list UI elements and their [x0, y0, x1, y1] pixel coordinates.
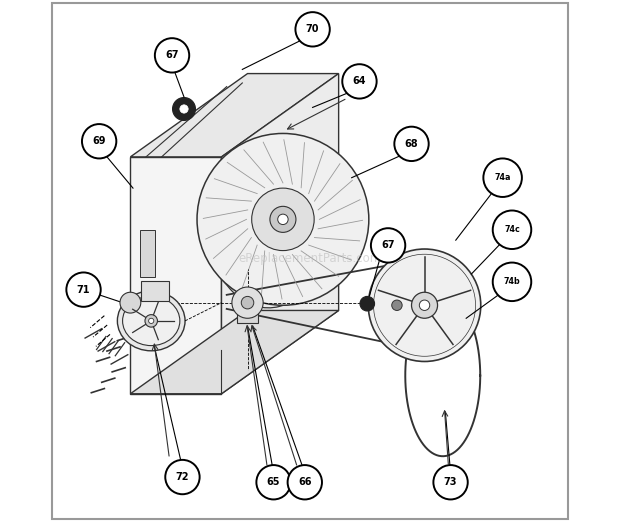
Circle shape — [241, 296, 254, 309]
Circle shape — [360, 296, 374, 311]
Circle shape — [368, 249, 480, 361]
Text: 71: 71 — [77, 284, 91, 294]
Text: 66: 66 — [298, 477, 311, 487]
FancyBboxPatch shape — [141, 281, 169, 301]
Text: 74a: 74a — [494, 173, 511, 182]
Text: 67: 67 — [166, 50, 179, 61]
Circle shape — [120, 292, 141, 313]
Circle shape — [197, 134, 369, 305]
Text: 69: 69 — [92, 136, 106, 146]
Ellipse shape — [117, 291, 185, 351]
Circle shape — [419, 300, 430, 311]
Circle shape — [166, 460, 200, 494]
Circle shape — [373, 254, 476, 357]
Text: 68: 68 — [405, 139, 418, 149]
Polygon shape — [130, 311, 339, 394]
Circle shape — [232, 287, 263, 318]
Circle shape — [412, 292, 438, 318]
Circle shape — [149, 318, 154, 324]
Circle shape — [493, 263, 531, 301]
Circle shape — [155, 38, 189, 73]
Circle shape — [270, 206, 296, 232]
Polygon shape — [221, 74, 339, 394]
Text: 74b: 74b — [503, 277, 520, 287]
Text: eReplacementParts.com: eReplacementParts.com — [238, 252, 382, 265]
Bar — [140, 230, 156, 277]
Circle shape — [66, 272, 100, 307]
Text: 74c: 74c — [504, 226, 520, 234]
Circle shape — [82, 124, 117, 159]
Circle shape — [433, 465, 467, 500]
Circle shape — [394, 127, 428, 161]
Circle shape — [342, 64, 376, 99]
Circle shape — [145, 315, 157, 327]
Circle shape — [252, 188, 314, 251]
Polygon shape — [130, 74, 339, 157]
Circle shape — [493, 210, 531, 249]
Text: 64: 64 — [353, 76, 366, 86]
Circle shape — [180, 105, 188, 113]
Text: 70: 70 — [306, 25, 319, 34]
Circle shape — [371, 228, 405, 263]
Text: 67: 67 — [381, 241, 395, 251]
Circle shape — [484, 159, 522, 197]
Circle shape — [392, 300, 402, 311]
Ellipse shape — [123, 296, 180, 346]
Text: 73: 73 — [444, 477, 458, 487]
Circle shape — [288, 465, 322, 500]
Circle shape — [278, 214, 288, 224]
Circle shape — [257, 465, 291, 500]
Circle shape — [295, 12, 330, 46]
Circle shape — [172, 98, 195, 121]
Text: 65: 65 — [267, 477, 280, 487]
Bar — [237, 295, 258, 324]
Polygon shape — [130, 157, 221, 394]
Text: 72: 72 — [175, 472, 189, 482]
